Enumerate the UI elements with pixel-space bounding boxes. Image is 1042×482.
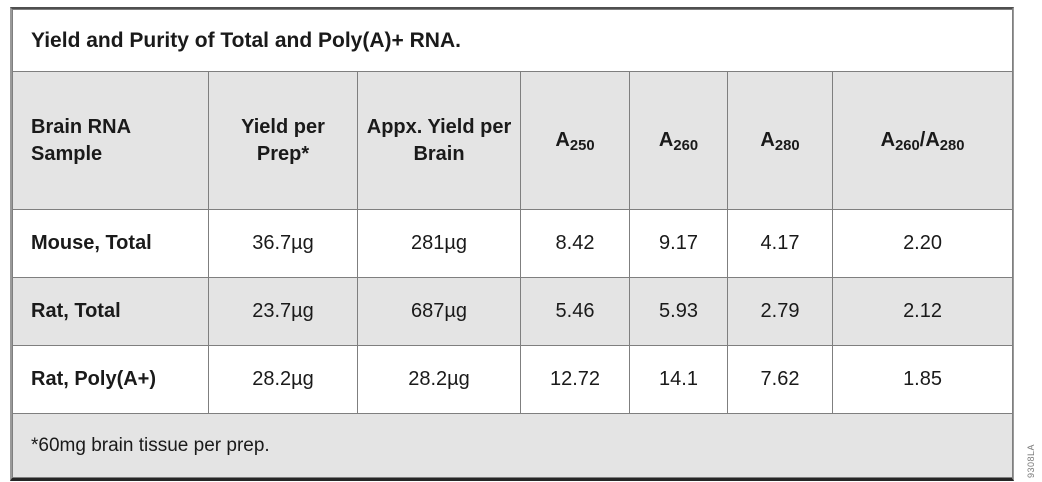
cell-a260: 9.17: [629, 209, 728, 278]
footnote-row: *60mg brain tissue per prep.: [11, 413, 1014, 478]
rna-yield-table: Yield and Purity of Total and Poly(A)+ R…: [10, 7, 1014, 481]
header-subscript: 280: [939, 137, 965, 154]
cell-yield-per-prep: 23.7µg: [208, 277, 358, 346]
column-header-yield-per-brain: Appx. Yield per Brain: [357, 71, 521, 210]
header-text: Yield per Prep*: [241, 116, 325, 165]
cell-sample: Mouse, Total: [12, 209, 209, 278]
table-footnote: *60mg brain tissue per prep.: [11, 413, 1014, 478]
catalog-number: 9308LA: [1026, 443, 1036, 478]
table-row: Rat, Total 23.7µg 687µg 5.46 5.93 2.79 2.12: [12, 277, 1014, 346]
header-subscript: 260: [895, 137, 920, 154]
cell-yield-per-brain: 28.2µg: [357, 345, 521, 414]
cell-a250: 5.46: [520, 277, 630, 346]
header-subscript: 280: [774, 137, 800, 154]
column-header-a260: A260: [629, 71, 728, 210]
cell-sample: Rat, Poly(A+): [12, 345, 209, 414]
cell-a260-a280: 2.20: [831, 209, 1014, 278]
cell-yield-per-prep: 28.2µg: [208, 345, 358, 414]
header-text: Brain RNA Sample: [31, 116, 131, 165]
header-text: A: [555, 129, 570, 152]
cell-a280: 4.17: [727, 209, 833, 278]
rna-yield-table-grid: Yield and Purity of Total and Poly(A)+ R…: [11, 9, 1014, 478]
column-header-yield-per-prep: Yield per Prep*: [208, 71, 358, 210]
header-subscript: 250: [569, 137, 595, 154]
cell-a260: 14.1: [629, 345, 728, 414]
header-text: A: [880, 129, 896, 152]
table-title: Yield and Purity of Total and Poly(A)+ R…: [11, 9, 1014, 72]
table-row: Rat, Poly(A+) 28.2µg 28.2µg 12.72 14.1 7.62 1.…: [12, 345, 1014, 414]
header-text: Appx. Yield per Brain: [366, 116, 512, 165]
cell-a250: 8.42: [520, 209, 630, 278]
column-header-a250: A250: [520, 71, 630, 210]
cell-yield-per-prep: 36.7µg: [208, 209, 358, 278]
cell-a260-a280: 2.12: [831, 277, 1014, 346]
cell-yield-per-brain: 281µg: [357, 209, 521, 278]
cell-a280: 7.62: [727, 345, 833, 414]
column-header-a280: A280: [727, 71, 833, 210]
header-text: /A: [919, 129, 940, 152]
cell-a260: 5.93: [629, 277, 728, 346]
cell-a250: 12.72: [520, 345, 630, 414]
table-title-row: Yield and Purity of Total and Poly(A)+ R…: [11, 9, 1014, 72]
column-header-a260-a280: A260/A280: [831, 71, 1014, 210]
cell-a260-a280: 1.85: [831, 345, 1014, 414]
header-row: Brain RNA Sample Yield per Prep* Appx. Yie…: [12, 71, 1014, 210]
cell-yield-per-brain: 687µg: [357, 277, 521, 346]
table-row: Mouse, Total 36.7µg 281µg 8.42 9.17 4.17 2.20: [12, 209, 1014, 278]
column-header-sample: Brain RNA Sample: [12, 71, 209, 210]
header-subscript: 260: [673, 137, 699, 154]
header-text: A: [760, 129, 775, 152]
header-text: A: [658, 129, 674, 152]
cell-sample: Rat, Total: [12, 277, 209, 346]
cell-a280: 2.79: [727, 277, 833, 346]
